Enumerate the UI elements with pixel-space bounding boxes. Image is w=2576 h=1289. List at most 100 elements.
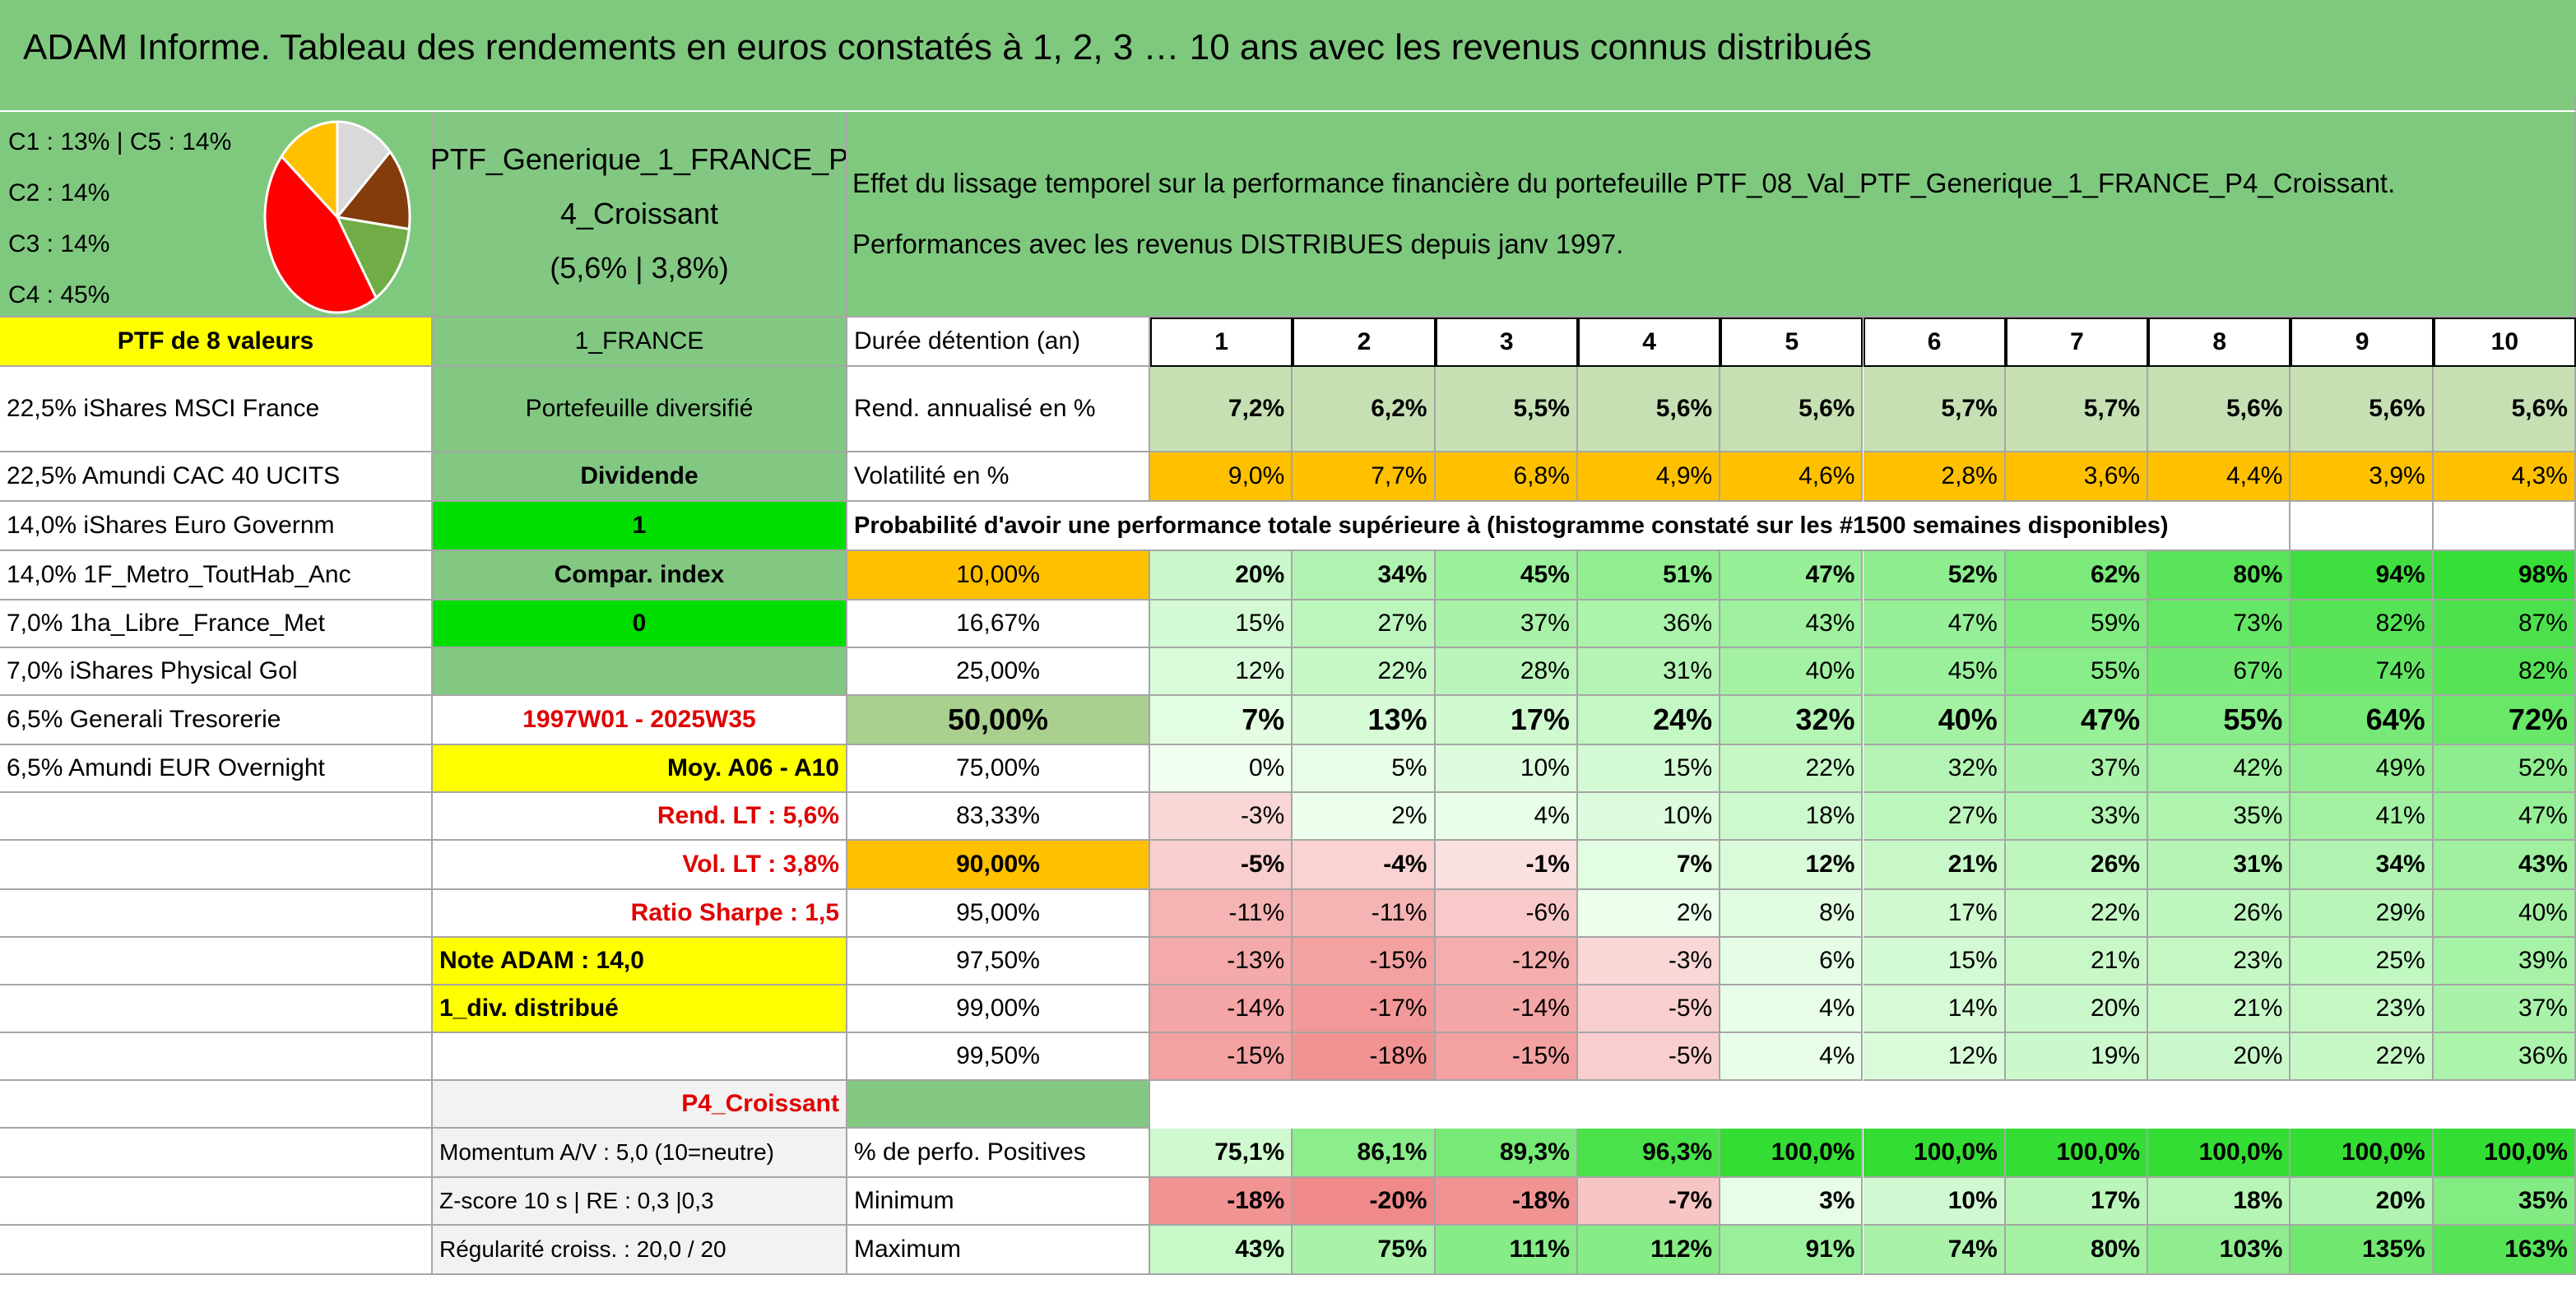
value-cell: 5,7% <box>1863 367 2006 452</box>
value-cell: 72% <box>2433 696 2576 745</box>
value-cell: 52% <box>1863 551 2006 600</box>
info-cell: 1_div. distribué <box>433 985 847 1033</box>
value-cell: 7% <box>1577 841 1721 890</box>
value-cell: 32% <box>1720 696 1864 745</box>
value-cell: -7% <box>1577 1178 1721 1226</box>
value-cell: 40% <box>1720 648 1864 696</box>
value-cell: 17% <box>2005 1178 2149 1226</box>
value-cell: 15% <box>1863 938 2006 985</box>
pie-slice <box>336 120 392 221</box>
row-label: Durée détention (an) <box>847 318 1150 367</box>
value-cell: 9,0% <box>1150 452 1293 502</box>
value-cell: 103% <box>2148 1226 2291 1275</box>
value-cell: 39% <box>2433 938 2576 985</box>
row-label: 99,50% <box>847 1033 1150 1081</box>
value-cell: -14% <box>1435 985 1578 1033</box>
info-cell: Momentum A/V : 5,0 (10=neutre) <box>433 1129 847 1178</box>
value-cell: 49% <box>2291 745 2434 793</box>
info-cell: Z-score 10 s | RE : 0,3 |0,3 <box>433 1178 847 1226</box>
value-cell: 10% <box>1577 793 1721 841</box>
value-cell: -15% <box>1435 1033 1578 1081</box>
value-cell: 64% <box>2291 696 2434 745</box>
value-cell: 111% <box>1435 1226 1578 1275</box>
holding-cell: PTF de 8 valeurs <box>0 318 433 367</box>
pie-slice <box>335 150 411 231</box>
value-cell: 5,6% <box>2433 367 2576 452</box>
value-cell: 4% <box>1720 1033 1864 1081</box>
value-cell: 4% <box>1720 985 1864 1033</box>
row-label: 25,00% <box>847 648 1150 696</box>
value-cell: 18% <box>2148 1178 2291 1226</box>
info-cell: Portefeuille diversifié <box>433 367 847 452</box>
row-label: 83,33% <box>847 793 1150 841</box>
empty-cell <box>2433 502 2576 551</box>
value-cell: -18% <box>1293 1033 1436 1081</box>
value-cell: 47% <box>1863 600 2006 648</box>
value-cell: 7 <box>2005 318 2149 367</box>
value-cell: 2% <box>1293 793 1436 841</box>
value-cell: 28% <box>1435 648 1578 696</box>
description: Effet du lissage temporel sur la perform… <box>847 112 2576 318</box>
info-cell: Rend. LT : 5,6% <box>433 793 847 841</box>
value-cell: 100,0% <box>1863 1129 2006 1178</box>
value-cell: -6% <box>1435 890 1578 938</box>
value-cell: 34% <box>2291 841 2434 890</box>
value-cell: 22% <box>2291 1033 2434 1081</box>
value-cell: 7% <box>1150 696 1293 745</box>
info-cell: Dividende <box>433 452 847 502</box>
holding-cell <box>0 938 433 985</box>
value-cell: 10% <box>1863 1178 2006 1226</box>
value-cell: 82% <box>2433 648 2576 696</box>
holding-cell <box>0 890 433 938</box>
row-label: 99,00% <box>847 985 1150 1033</box>
value-cell: 20% <box>1150 551 1293 600</box>
value-cell: 35% <box>2148 793 2291 841</box>
holding-cell: 14,0% iShares Euro Governm <box>0 502 433 551</box>
value-cell: -5% <box>1577 1033 1721 1081</box>
value-cell: 87% <box>2433 600 2576 648</box>
value-cell: 2 <box>1293 318 1436 367</box>
value-cell: 40% <box>2433 890 2576 938</box>
value-cell: 35% <box>2433 1178 2576 1226</box>
holding-cell: 14,0% 1F_Metro_ToutHab_Anc <box>0 551 433 600</box>
value-cell: 37% <box>2433 985 2576 1033</box>
value-cell: 2,8% <box>1863 452 2006 502</box>
value-cell: 45% <box>1863 648 2006 696</box>
info-cell: 0 <box>433 600 847 648</box>
value-cell: 98% <box>2433 551 2576 600</box>
value-cell: 36% <box>1577 600 1721 648</box>
value-cell: 36% <box>2433 1033 2576 1081</box>
value-cell: 22% <box>2005 890 2149 938</box>
value-cell: 33% <box>2005 793 2149 841</box>
value-cell: 29% <box>2291 890 2434 938</box>
value-cell: 5,6% <box>1720 367 1864 452</box>
pie-legend: C3 : 14% <box>8 230 109 257</box>
row-label: 90,00% <box>847 841 1150 890</box>
value-cell: 1 <box>1150 318 1293 367</box>
info-cell: 1_FRANCE <box>433 318 847 367</box>
info-cell: P4_Croissant <box>433 1081 847 1129</box>
value-cell: 34% <box>1293 551 1436 600</box>
portfolio-header-line: (5,6% | 3,8%) <box>550 251 729 285</box>
row-label: Rend. annualisé en % <box>847 367 1150 452</box>
value-cell: 3,9% <box>2291 452 2434 502</box>
value-cell: -4% <box>1293 841 1436 890</box>
value-cell: -3% <box>1150 793 1293 841</box>
value-cell: 75,1% <box>1150 1129 1293 1178</box>
value-cell: -20% <box>1293 1178 1436 1226</box>
value-cell: 51% <box>1577 551 1721 600</box>
value-cell: 2% <box>1577 890 1721 938</box>
row-label: 97,50% <box>847 938 1150 985</box>
value-cell: 12% <box>1863 1033 2006 1081</box>
value-cell: 6,8% <box>1435 452 1578 502</box>
holding-cell <box>0 1178 433 1226</box>
value-cell: 100,0% <box>1720 1129 1864 1178</box>
value-cell: 21% <box>2005 938 2149 985</box>
holding-cell <box>0 1033 433 1081</box>
value-cell: 25% <box>2291 938 2434 985</box>
row-label <box>847 1081 1150 1129</box>
value-cell: 55% <box>2148 696 2291 745</box>
value-cell: 3 <box>1435 318 1578 367</box>
value-cell: 94% <box>2291 551 2434 600</box>
